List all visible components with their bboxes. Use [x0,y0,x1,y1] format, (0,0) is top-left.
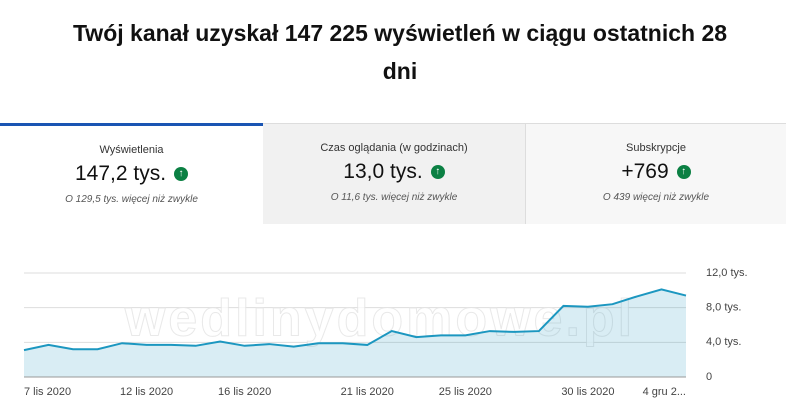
x-tick-label: 25 lis 2020 [439,386,492,398]
x-tick-label: 4 gru 2... [643,386,686,398]
tab[interactable]: Wyświetlenia 147,2 tys. ↑ O 129,5 tys. wi… [0,123,263,224]
tab-note: O 439 więcej niż zwykle [602,192,710,203]
y-tick-label: 0 [706,371,712,383]
area-fill [24,289,686,377]
tab[interactable]: Czas oglądania (w godzinach) 13,0 tys. ↑ … [263,123,525,224]
tab-label: Wyświetlenia [99,144,164,156]
tab[interactable]: Subskrypcje +769 ↑ O 439 więcej niż zwykl… [525,123,786,224]
up-icon: ↑ [430,165,445,179]
x-tick-label: 30 lis 2020 [561,386,614,398]
title: Twój kanał uzyskał 147 225 wyświetleń w … [72,20,728,84]
tab-value: 147,2 tys. [74,162,167,185]
x-tick-label: 16 lis 2020 [218,386,271,398]
y-tick-label: 12,0 tys. [706,267,748,279]
tab-label: Czas oglądania (w godzinach) [320,142,468,154]
tab-note: O 129,5 tys. więcej niż zwykle [65,194,198,205]
up-icon: ↑ [676,165,691,179]
y-tick-label: 4,0 tys. [706,336,741,348]
up-icon: ↑ [174,167,189,181]
chart: 04,0 tys.8,0 tys.12,0 tys.wedlinydomowe.… [23,267,748,398]
x-tick-label: 7 lis 2020 [24,386,71,398]
tab-label: Subskrypcje [626,142,686,154]
tab-value: +769 [621,160,669,183]
x-tick-label: 21 lis 2020 [341,386,394,398]
line [23,288,687,352]
tab-value: 13,0 tys. [343,160,423,183]
y-tick-label: 8,0 tys. [706,302,741,314]
x-tick-label: 12 lis 2020 [120,386,173,398]
tab-note: O 11,6 tys. więcej niż zwykle [330,192,458,203]
